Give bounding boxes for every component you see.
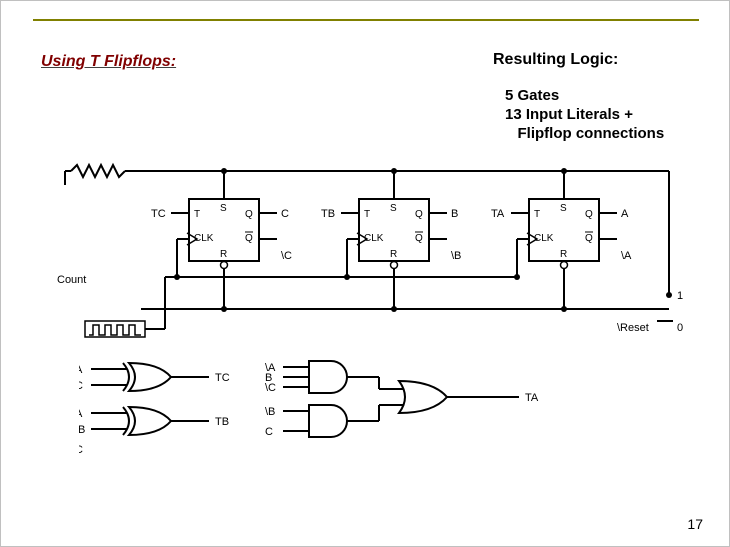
svg-text:Q: Q — [585, 209, 593, 220]
svg-text:T: T — [534, 209, 540, 220]
svg-text:T: T — [194, 209, 200, 220]
zero-label: 0 — [677, 322, 683, 334]
reset-label: \Reset — [617, 322, 649, 334]
svg-text:Q: Q — [245, 233, 253, 244]
svg-text:\C: \C — [265, 382, 276, 394]
svg-text:Q: Q — [585, 233, 593, 244]
svg-text:R: R — [560, 249, 567, 260]
svg-text:\B: \B — [265, 406, 275, 418]
svg-text:R: R — [390, 249, 397, 260]
heading-left: Using T Flipflops: — [41, 53, 176, 71]
svg-text:TA: TA — [525, 392, 539, 404]
svg-text:C: C — [79, 444, 83, 456]
svg-text:T: T — [364, 209, 370, 220]
svg-text:TB: TB — [215, 416, 229, 428]
svg-text:R: R — [220, 249, 227, 260]
circuit-diagram: STQCLKQRTCC\CSTQCLKQRTBB\BSTQCLKQRTAA\A … — [49, 159, 689, 339]
slide-number: 17 — [687, 516, 703, 532]
svg-text:Q: Q — [245, 209, 253, 220]
svg-text:Q: Q — [415, 209, 423, 220]
gates-diagram: ACTCA\BTBC\AB\C\BCTA — [79, 359, 639, 479]
svg-text:TC: TC — [151, 208, 166, 220]
svg-text:A: A — [79, 408, 83, 420]
top-divider — [33, 19, 699, 21]
svg-text:\B: \B — [451, 250, 461, 262]
count-label: Count — [57, 274, 86, 286]
heading-right-body: 5 Gates 13 Input Literals + Flipflop con… — [505, 87, 664, 143]
svg-text:A: A — [79, 364, 83, 376]
svg-text:TC: TC — [215, 372, 230, 384]
svg-text:\C: \C — [281, 250, 292, 262]
svg-text:C: C — [281, 208, 289, 220]
svg-text:S: S — [390, 203, 397, 214]
svg-text:TA: TA — [491, 208, 505, 220]
svg-text:C: C — [79, 380, 83, 392]
heading-right-title: Resulting Logic: — [493, 51, 618, 69]
svg-text:C: C — [265, 426, 273, 438]
svg-text:S: S — [220, 203, 227, 214]
svg-text:Q: Q — [415, 233, 423, 244]
svg-text:TB: TB — [321, 208, 335, 220]
svg-text:A: A — [621, 208, 629, 220]
svg-text:\B: \B — [79, 424, 85, 436]
svg-text:\A: \A — [621, 250, 632, 262]
svg-text:B: B — [451, 208, 458, 220]
svg-text:S: S — [560, 203, 567, 214]
one-label: 1 — [677, 290, 683, 302]
